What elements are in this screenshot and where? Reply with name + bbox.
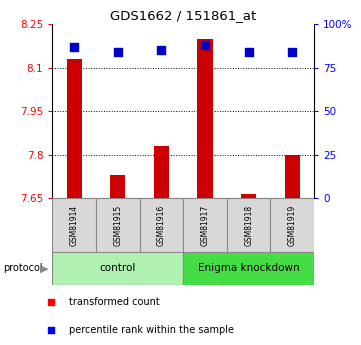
Text: Enigma knockdown: Enigma knockdown: [198, 263, 300, 273]
Text: GSM81914: GSM81914: [70, 205, 79, 246]
Bar: [110, 175, 125, 198]
Text: transformed count: transformed count: [69, 297, 159, 306]
Point: [71, 44, 77, 50]
Bar: [52, 198, 96, 252]
Bar: [270, 198, 314, 252]
Bar: [197, 39, 213, 198]
Point: [158, 48, 164, 53]
Point: [290, 49, 295, 55]
Bar: [154, 146, 169, 198]
Bar: [52, 252, 183, 285]
Text: control: control: [100, 263, 136, 273]
Text: percentile rank within the sample: percentile rank within the sample: [69, 325, 234, 335]
Title: GDS1662 / 151861_at: GDS1662 / 151861_at: [110, 9, 256, 22]
Text: protocol: protocol: [4, 263, 43, 273]
Bar: [96, 198, 140, 252]
Bar: [140, 198, 183, 252]
Text: ▶: ▶: [40, 263, 48, 273]
Bar: [66, 59, 82, 198]
Bar: [284, 155, 300, 198]
Bar: [183, 252, 314, 285]
Point: [202, 42, 208, 48]
Point: [246, 49, 252, 55]
Text: GSM81915: GSM81915: [113, 205, 122, 246]
Bar: [241, 194, 256, 198]
Bar: [227, 198, 270, 252]
Text: GSM81916: GSM81916: [157, 205, 166, 246]
Point: [115, 49, 121, 55]
Point: [48, 299, 53, 304]
Text: GSM81917: GSM81917: [200, 205, 209, 246]
Text: GSM81919: GSM81919: [288, 205, 297, 246]
Text: GSM81918: GSM81918: [244, 205, 253, 246]
Point: [48, 327, 53, 333]
Bar: [183, 198, 227, 252]
